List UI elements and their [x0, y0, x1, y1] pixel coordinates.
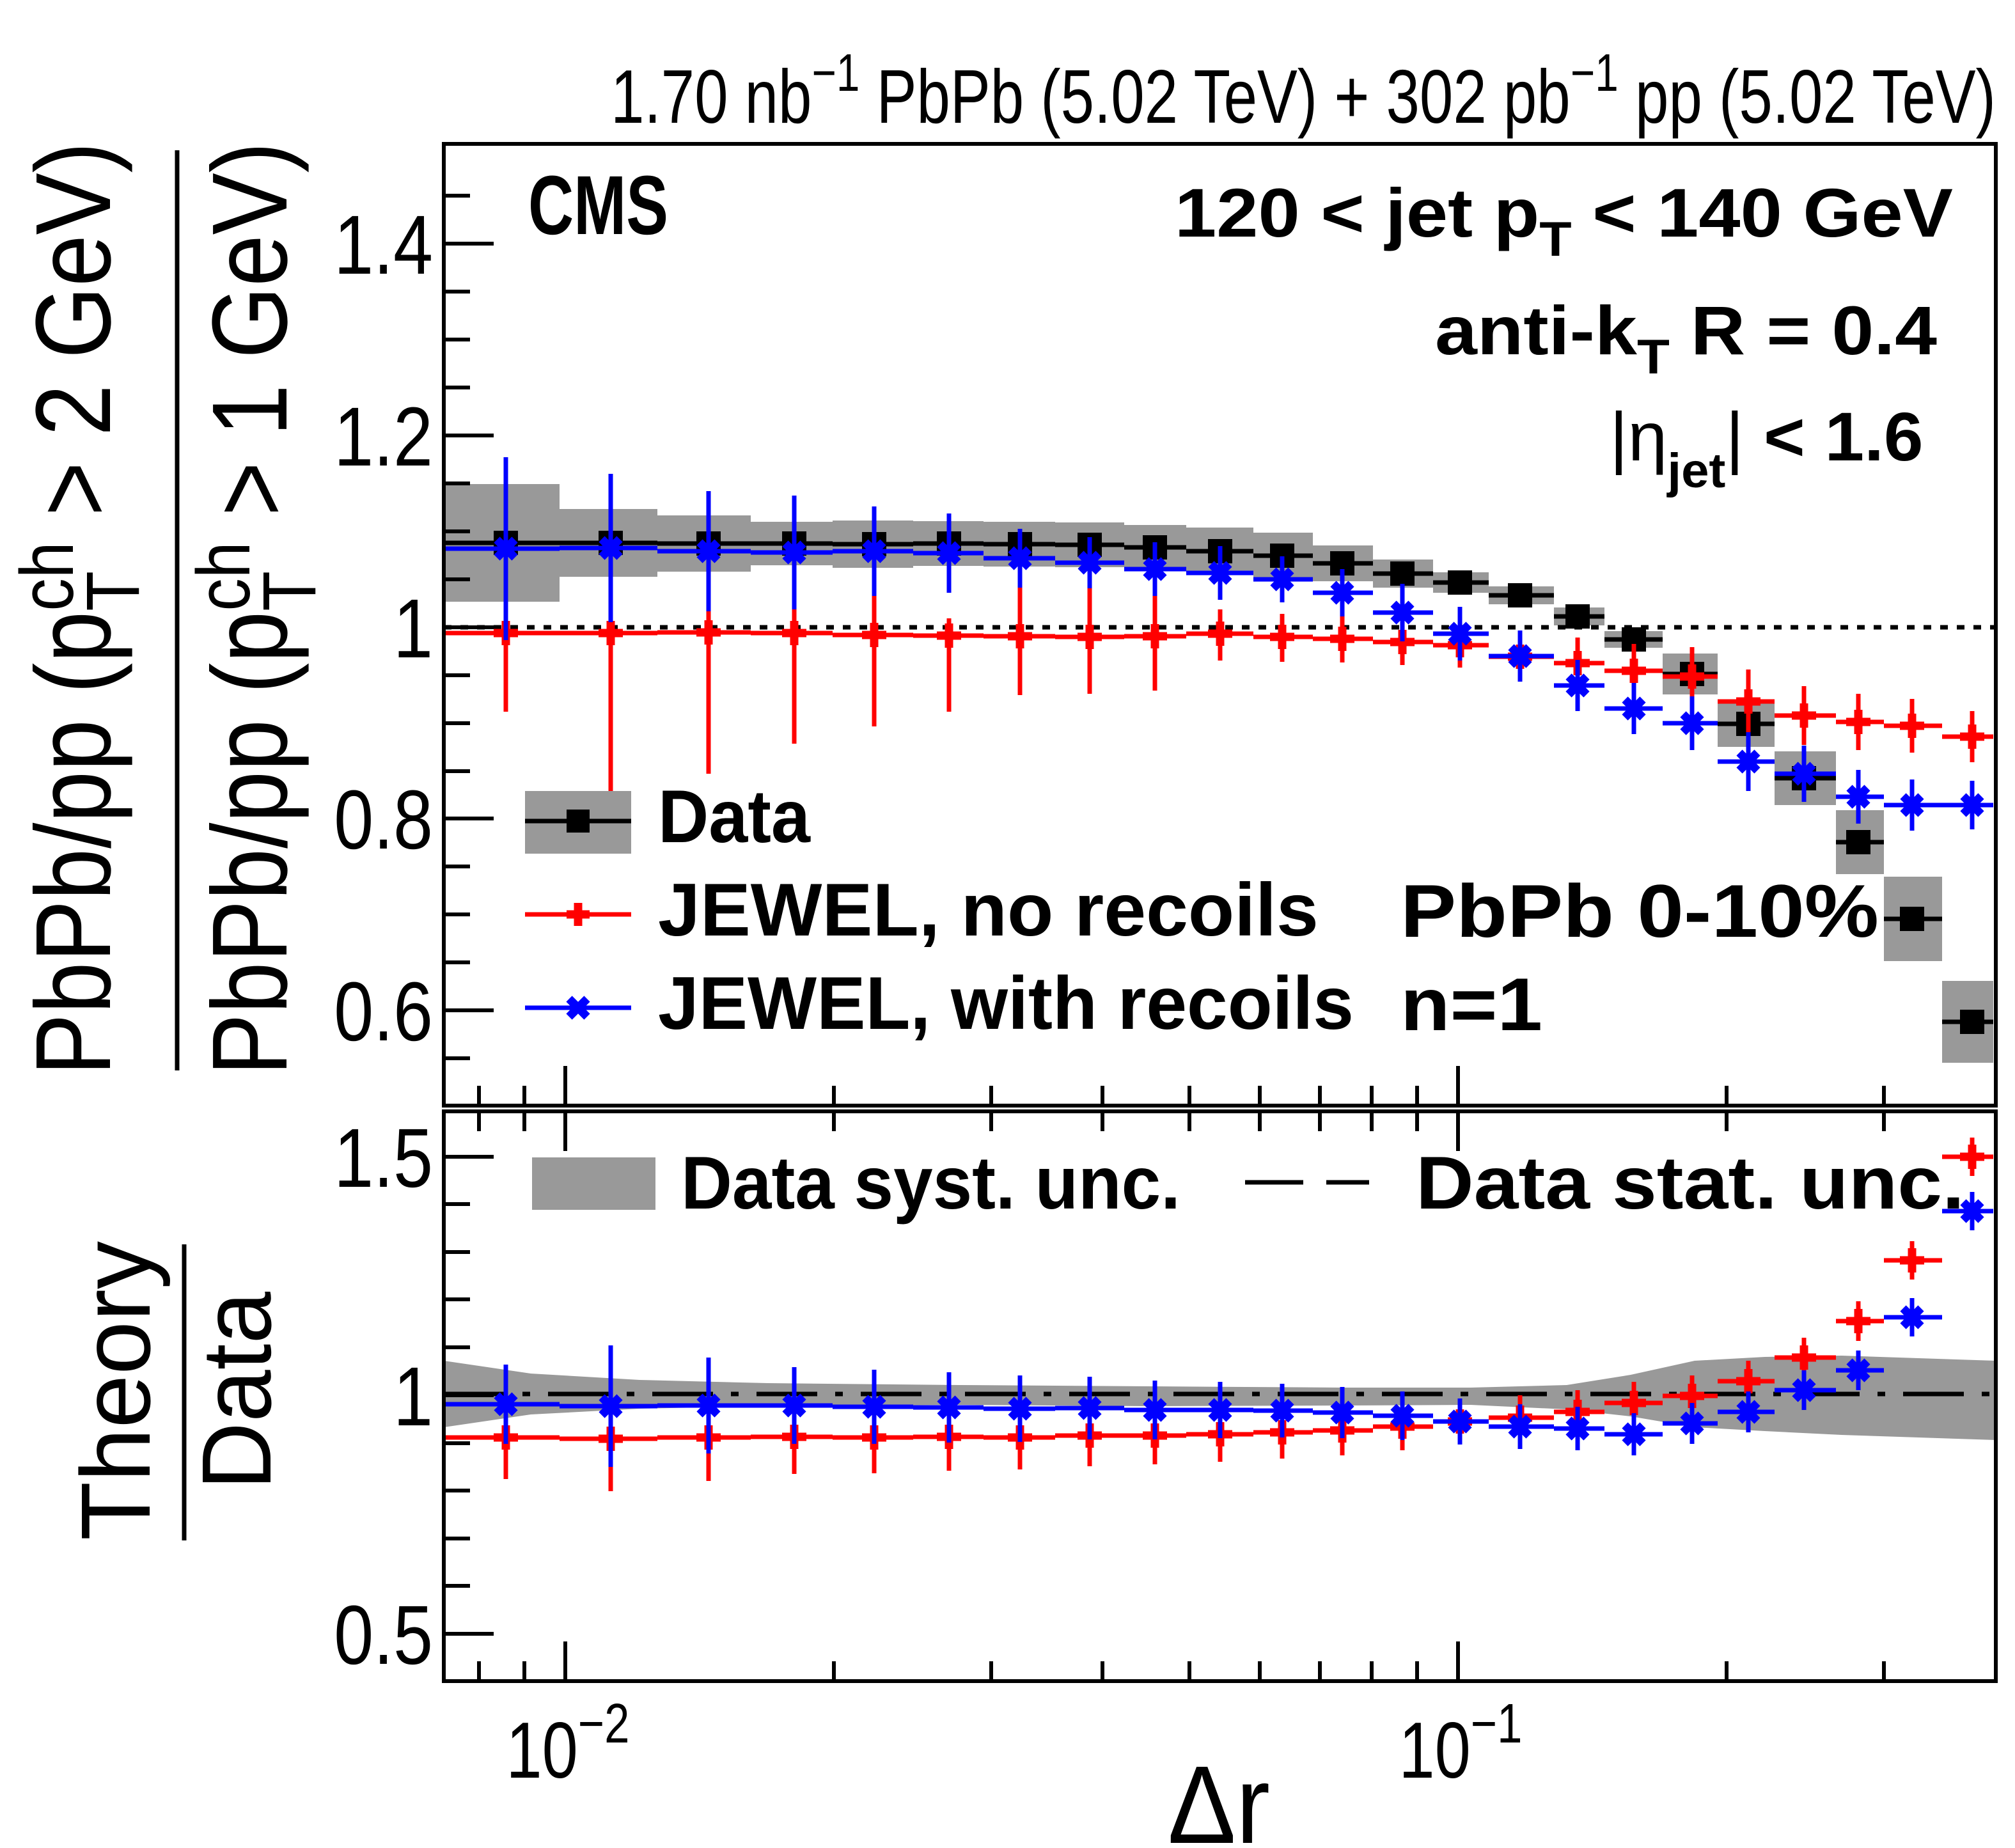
svg-text:PbPb/pp (pchT > 1 GeV): PbPb/pp (pchT > 1 GeV): [182, 142, 331, 1076]
svg-text:Theory: Theory: [61, 1241, 171, 1540]
svg-text:1.2: 1.2: [334, 389, 433, 483]
svg-text:1.70 nb−1 PbPb (5.02 TeV) + 30: 1.70 nb−1 PbPb (5.02 TeV) + 302 pb−1 pp …: [611, 43, 1996, 139]
svg-text:0.5: 0.5: [334, 1588, 433, 1682]
svg-text:1: 1: [393, 1349, 433, 1443]
svg-text:10−1: 10−1: [1399, 1692, 1522, 1794]
svg-text:Δr: Δr: [1168, 1743, 1270, 1848]
svg-text:PbPb 0-10%: PbPb 0-10%: [1400, 870, 1879, 953]
svg-text:|ηjet| < 1.6: |ηjet| < 1.6: [1610, 398, 1924, 498]
svg-text:120 < jet pT < 140 GeV: 120 < jet pT < 140 GeV: [1175, 174, 1953, 266]
svg-text:0.6: 0.6: [334, 964, 433, 1058]
svg-text:1.4: 1.4: [334, 198, 433, 292]
svg-text:10−2: 10−2: [506, 1692, 629, 1794]
svg-text:anti-kT R = 0.4: anti-kT R = 0.4: [1435, 292, 1937, 384]
svg-text:Data: Data: [182, 1292, 292, 1490]
svg-text:n=1: n=1: [1400, 963, 1542, 1046]
svg-text:0.8: 0.8: [334, 772, 433, 866]
svg-text:JEWEL, no recoils: JEWEL, no recoils: [658, 868, 1319, 951]
svg-text:1.5: 1.5: [334, 1111, 433, 1205]
svg-text:1: 1: [393, 581, 433, 675]
svg-text:Data stat. unc.: Data stat. unc.: [1416, 1141, 1964, 1225]
svg-text:JEWEL, with recoils: JEWEL, with recoils: [658, 961, 1354, 1045]
svg-text:Data syst. unc.: Data syst. unc.: [681, 1141, 1180, 1225]
svg-text:PbPb/pp (pchT > 2 GeV): PbPb/pp (pchT > 2 GeV): [5, 142, 155, 1076]
svg-text:Data: Data: [658, 775, 811, 859]
svg-text:CMS: CMS: [528, 158, 668, 252]
